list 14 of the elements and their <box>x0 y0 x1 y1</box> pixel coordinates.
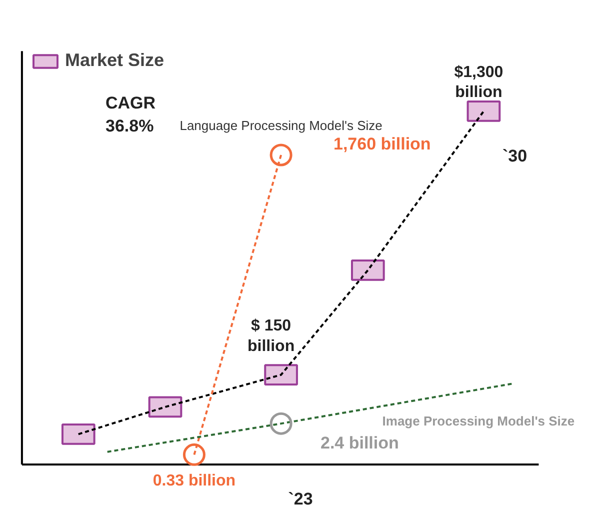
annotation: 0.33 billion <box>152 472 236 490</box>
point <box>270 144 292 166</box>
point <box>182 443 206 466</box>
legend-label: Market Size <box>65 50 164 71</box>
point <box>270 412 292 435</box>
annotation: 1,760 billion <box>334 134 431 154</box>
series-label: Image Processing Model's Size <box>382 414 575 429</box>
annotation: $1,300 billion <box>454 64 504 102</box>
annotation: $ 150 billion <box>248 317 295 355</box>
annotation: 2.4 billion <box>320 434 399 452</box>
text: `23 <box>288 490 313 508</box>
series-label: Language Processing Model's Size <box>180 118 382 133</box>
annotation: `30 <box>502 146 528 166</box>
annotation: CAGR 36.8% <box>106 94 156 136</box>
